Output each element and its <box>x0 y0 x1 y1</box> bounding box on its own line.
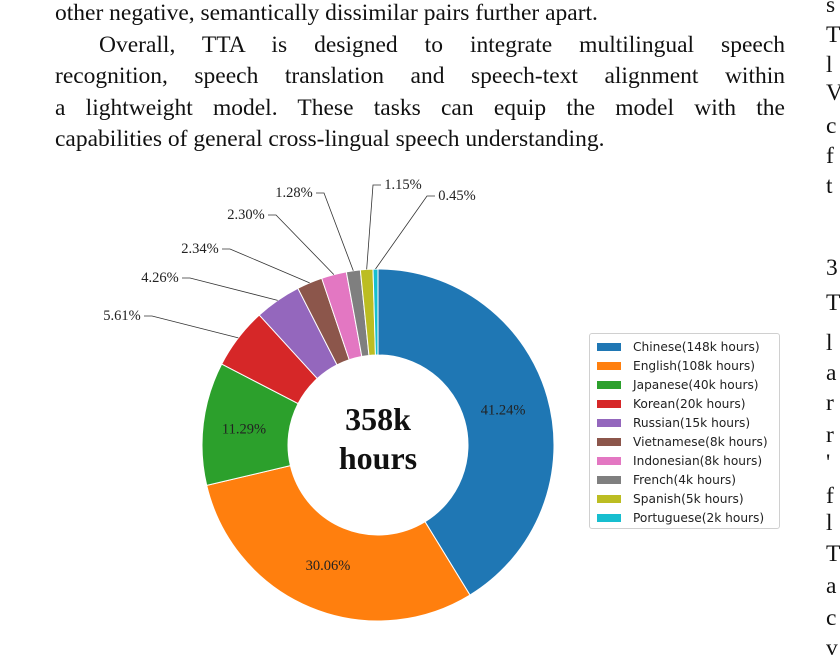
slice-percent-label: 4.26% <box>141 270 178 286</box>
legend-item: English(108k hours) <box>590 356 779 375</box>
text-line: other negative, semantically dissimilar … <box>55 0 598 26</box>
fragment-text: a <box>826 360 837 386</box>
legend-label: Japanese(40k hours) <box>633 377 759 392</box>
slice-percent-label: 0.45% <box>438 188 475 204</box>
fragment-text: a <box>826 573 837 599</box>
fragment-text: c <box>826 605 837 631</box>
legend-swatch <box>597 456 621 465</box>
legend-swatch <box>597 399 621 408</box>
legend-swatch <box>597 380 621 389</box>
slice-percent-label: 1.28% <box>275 185 312 201</box>
fragment-text: r <box>826 390 834 416</box>
legend-swatch <box>597 494 621 503</box>
fragment-text: l <box>826 52 833 78</box>
slice-percent-label: 5.61% <box>103 308 140 324</box>
slice-chinese <box>377 268 555 596</box>
leader-line <box>268 214 335 275</box>
fragment-text: 3 <box>826 255 838 281</box>
fragment-text: f <box>826 143 834 169</box>
fragment-text: ' <box>826 450 831 476</box>
legend-swatch <box>597 513 621 522</box>
legend-item: Spanish(5k hours) <box>590 489 779 508</box>
legend-label: Spanish(5k hours) <box>633 491 744 506</box>
leader-line <box>375 195 435 270</box>
legend-label: Chinese(148k hours) <box>633 339 760 354</box>
text-line: a lightweight model. These tasks can equ… <box>55 94 785 121</box>
fragment-text: t <box>826 173 833 199</box>
slice-percent-label: 11.29% <box>222 421 266 437</box>
legend-label: Korean(20k hours) <box>633 396 746 411</box>
legend-item: Indonesian(8k hours) <box>590 451 779 470</box>
leader-line <box>182 277 278 301</box>
legend-swatch <box>597 361 621 370</box>
fragment-text: l <box>826 510 833 536</box>
legend-label: French(4k hours) <box>633 472 736 487</box>
legend-label: Indonesian(8k hours) <box>633 453 763 468</box>
legend-swatch <box>597 342 621 351</box>
legend-swatch <box>597 418 621 427</box>
legend-label: Russian(15k hours) <box>633 415 751 430</box>
text-line: recognition, speech translation and spee… <box>55 63 785 89</box>
slice-english <box>206 465 471 622</box>
legend-swatch <box>597 475 621 484</box>
legend-item: Vietnamese(8k hours) <box>590 432 779 451</box>
legend-swatch <box>597 437 621 446</box>
legend-item: Russian(15k hours) <box>590 413 779 432</box>
fragment-text: T <box>826 290 840 316</box>
text-line: capabilities of general cross-lingual sp… <box>55 126 605 152</box>
leader-line <box>144 315 239 339</box>
fragment-text: r <box>826 422 834 448</box>
legend-item: Korean(20k hours) <box>590 394 779 413</box>
center-unit: hours <box>338 440 418 476</box>
fragment-text: c <box>826 113 837 139</box>
slice-percent-label: 2.30% <box>227 207 264 223</box>
legend-label: Vietnamese(8k hours) <box>633 434 768 449</box>
slice-percent-label: 2.34% <box>181 241 218 257</box>
leader-line <box>222 248 310 284</box>
fragment-text: l <box>826 330 833 356</box>
chart-legend: Chinese(148k hours) English(108k hours) Ja… <box>589 333 780 529</box>
legend-label: English(108k hours) <box>633 358 755 373</box>
text-line: Overall, TTA is designed to integrate mu… <box>99 31 785 58</box>
fragment-text: s <box>826 0 836 18</box>
slice-percent-label: 1.15% <box>384 177 421 193</box>
chart-center-label: 358k hours <box>308 400 448 478</box>
legend-item: Portuguese(2k hours) <box>590 508 779 527</box>
fragment-text: f <box>826 483 834 509</box>
leader-line <box>316 192 354 271</box>
body-paragraph: other negative, semantically dissimilar … <box>55 0 785 156</box>
fragment-text: T <box>826 541 840 567</box>
legend-item: French(4k hours) <box>590 470 779 489</box>
slice-percent-label: 30.06% <box>306 558 351 574</box>
legend-item: Japanese(40k hours) <box>590 375 779 394</box>
fragment-text: V <box>826 80 840 106</box>
legend-item: Chinese(148k hours) <box>590 337 779 356</box>
fragment-text: T <box>826 22 840 48</box>
center-value: 358k <box>345 401 411 437</box>
fragment-text: v <box>826 635 838 661</box>
legend-label: Portuguese(2k hours) <box>633 510 765 525</box>
leader-line <box>366 184 381 270</box>
slice-percent-label: 41.24% <box>481 403 526 419</box>
slice-portuguese <box>372 268 379 356</box>
